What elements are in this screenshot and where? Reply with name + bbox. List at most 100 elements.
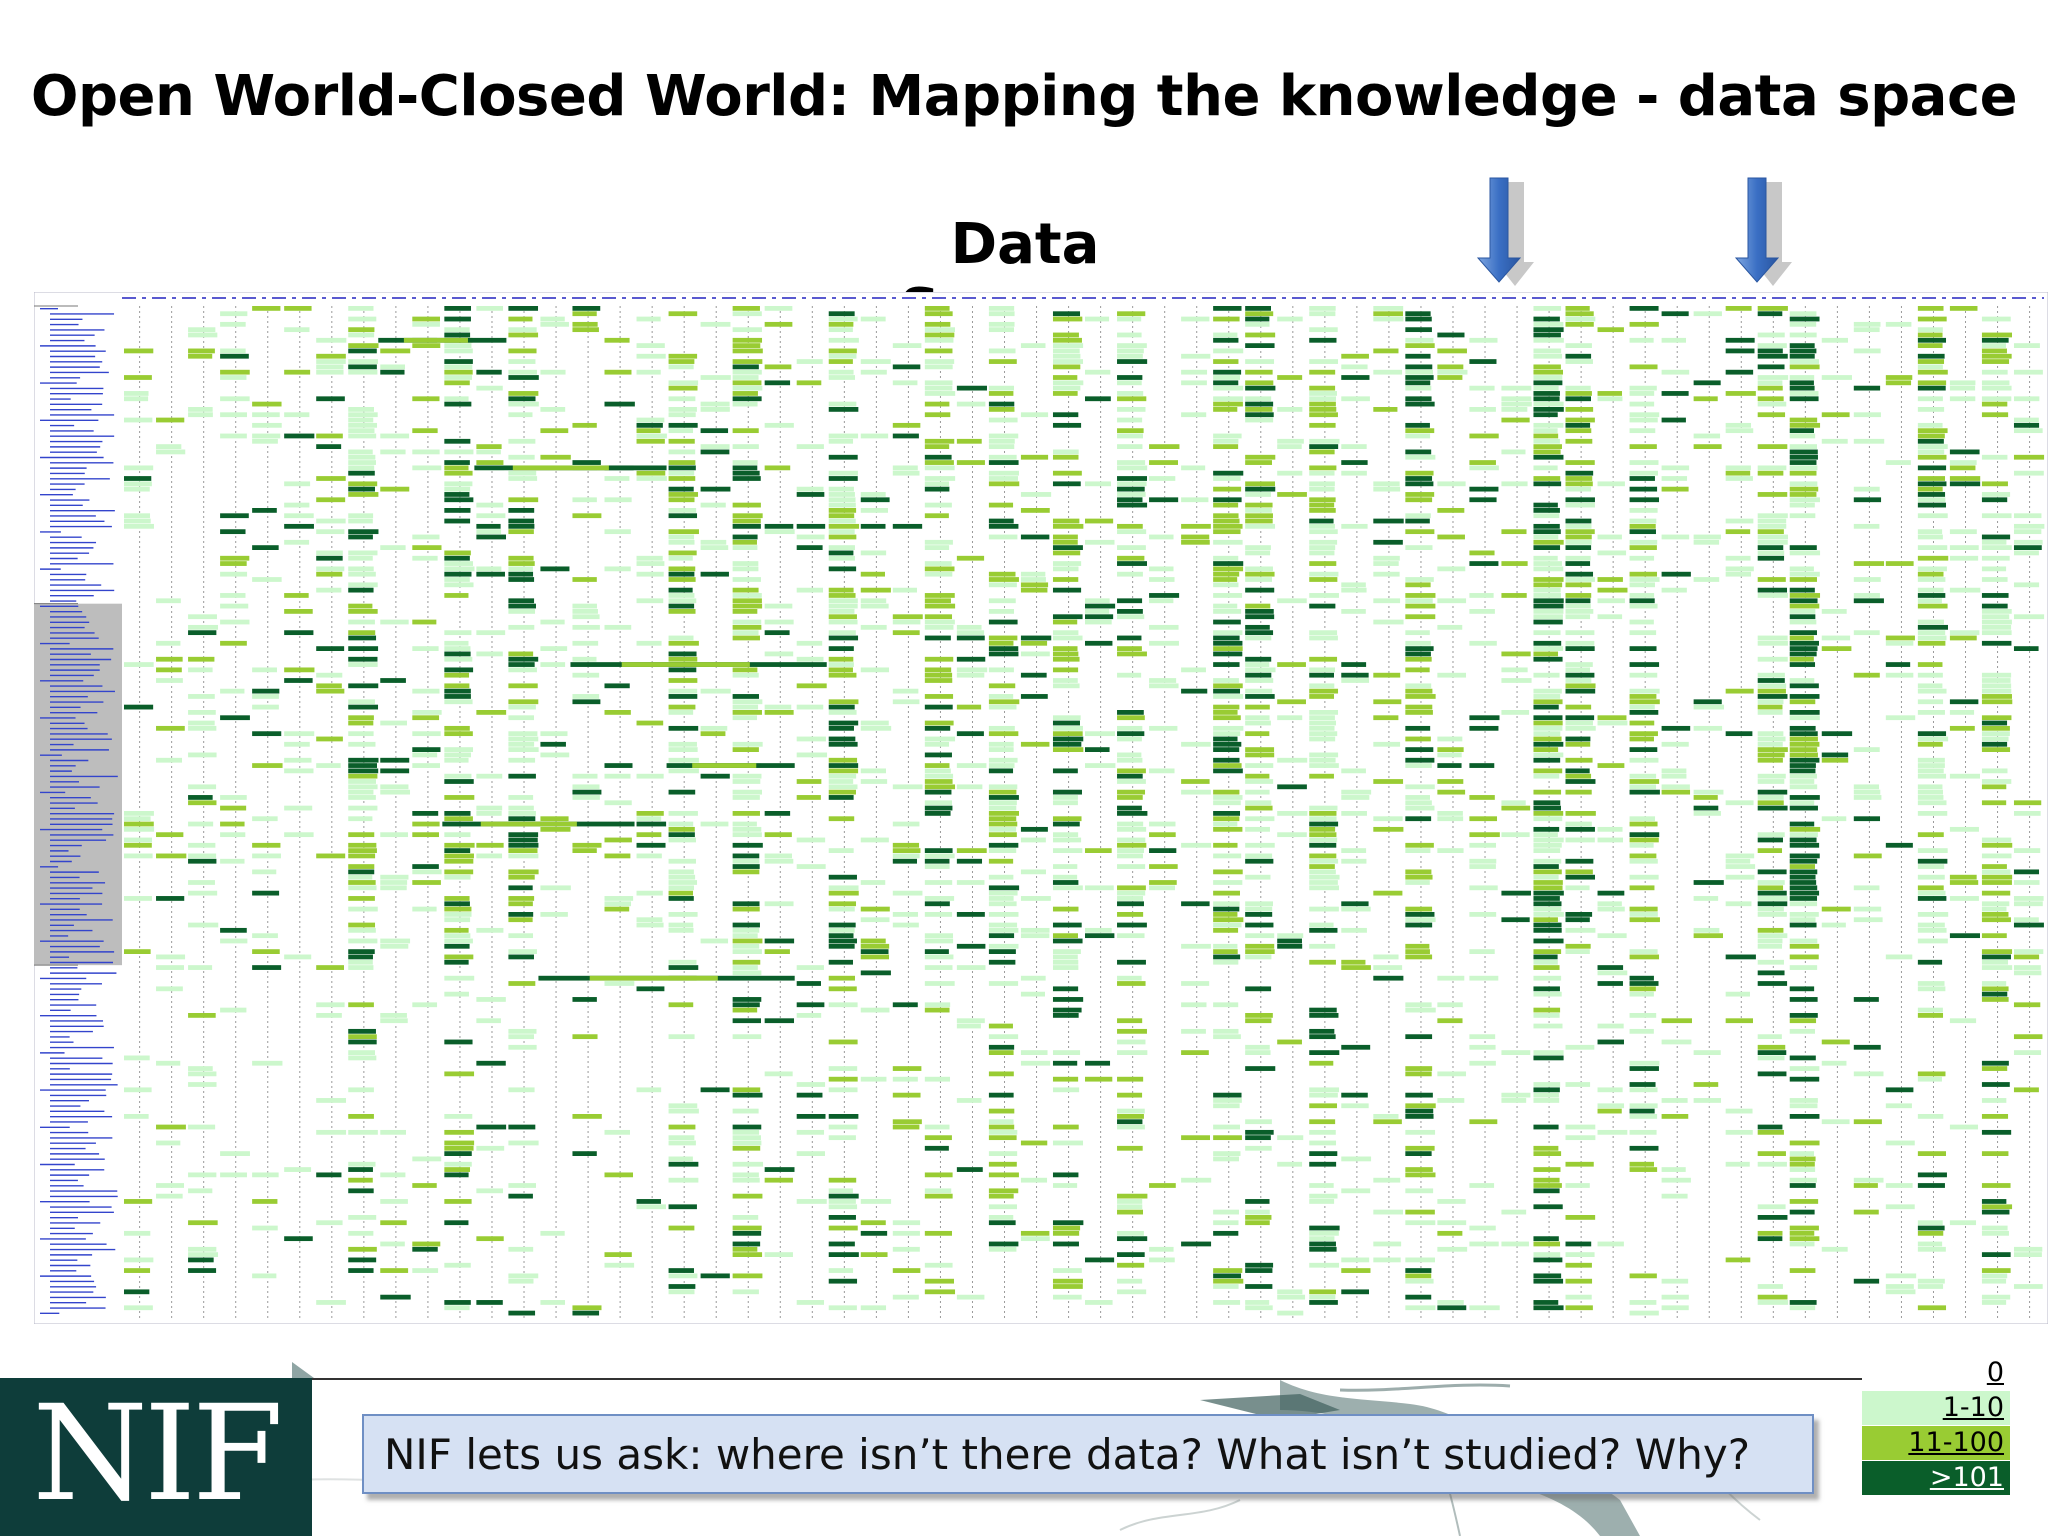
heatmap-cell bbox=[796, 837, 826, 843]
heatmap-cell bbox=[1917, 465, 1947, 471]
heatmap-cell bbox=[732, 577, 761, 582]
heatmap-cell bbox=[1789, 821, 1815, 827]
heatmap-cell bbox=[1405, 1103, 1436, 1109]
heatmap-cell bbox=[828, 433, 859, 439]
heatmap-cell bbox=[1789, 391, 1819, 396]
heatmap-cell bbox=[668, 651, 697, 657]
heatmap-cell bbox=[1533, 353, 1563, 359]
heatmap-cell bbox=[1757, 1151, 1786, 1156]
heatmap-cell bbox=[348, 369, 378, 375]
heatmap-cell bbox=[1309, 1193, 1338, 1199]
heatmap-cell bbox=[1020, 534, 1050, 540]
heatmap-cell bbox=[1821, 752, 1849, 758]
heatmap-cell bbox=[1629, 391, 1655, 396]
heatmap-cell bbox=[508, 1246, 534, 1252]
heatmap-cell bbox=[508, 757, 536, 763]
heatmap-cell bbox=[1533, 646, 1564, 651]
heatmap-cell bbox=[444, 731, 473, 737]
heatmap-cell bbox=[1533, 656, 1563, 662]
heatmap-cell bbox=[924, 539, 953, 545]
heatmap-cell bbox=[1565, 603, 1591, 609]
heatmap-cell bbox=[1917, 635, 1947, 641]
heatmap-cell bbox=[1405, 385, 1432, 391]
heatmap-cell bbox=[1917, 380, 1947, 386]
heatmap-cell bbox=[924, 465, 955, 471]
heatmap-cell bbox=[156, 598, 181, 604]
heatmap-cell bbox=[508, 497, 539, 503]
heatmap-cell bbox=[1052, 736, 1084, 742]
legend-item-11-100: 11-100 bbox=[1862, 1426, 2010, 1460]
heatmap-cell bbox=[1981, 1183, 2011, 1188]
heatmap-cell bbox=[412, 869, 442, 875]
heatmap-cell bbox=[1469, 640, 1497, 646]
heatmap-cell bbox=[1757, 800, 1784, 806]
heatmap-cell bbox=[1629, 784, 1657, 790]
heatmap-cell bbox=[1981, 1252, 2011, 1257]
heatmap-cell bbox=[1533, 375, 1563, 380]
heatmap-cell bbox=[220, 433, 247, 439]
heatmap-cell bbox=[1277, 784, 1307, 790]
heatmap-cell bbox=[1917, 858, 1948, 864]
heatmap-cell bbox=[1117, 736, 1142, 742]
heatmap-cell bbox=[1245, 662, 1270, 667]
heatmap-cell bbox=[1149, 624, 1179, 630]
heatmap-cell bbox=[1533, 1177, 1560, 1183]
heatmap-cell bbox=[764, 811, 791, 816]
heatmap-cell bbox=[1309, 577, 1338, 582]
heatmap-cell bbox=[348, 832, 375, 838]
heatmap-cell bbox=[892, 1124, 920, 1130]
heatmap-cell bbox=[1309, 1007, 1337, 1013]
heatmap-cell bbox=[1213, 438, 1239, 444]
heatmap-cell bbox=[348, 683, 379, 689]
heatmap-cell bbox=[1533, 975, 1562, 981]
heatmap-cell bbox=[1629, 853, 1657, 859]
heatmap-cell bbox=[348, 896, 375, 901]
heatmap-cell bbox=[956, 1098, 982, 1103]
heatmap-cell bbox=[1629, 710, 1659, 715]
heatmap-cell bbox=[956, 460, 985, 465]
heatmap-cell bbox=[1565, 1305, 1593, 1311]
heatmap-cell bbox=[412, 1241, 441, 1247]
heatmap-cell bbox=[1469, 561, 1499, 566]
heatmap-cell bbox=[156, 1193, 183, 1199]
heatmap-cell bbox=[572, 1151, 597, 1156]
heatmap-cell bbox=[1341, 523, 1368, 529]
heatmap-cell bbox=[508, 667, 537, 673]
heatmap-cell bbox=[1629, 444, 1657, 449]
heatmap-cell bbox=[2013, 970, 2042, 976]
heatmap-cell bbox=[444, 486, 471, 492]
heatmap-cell bbox=[1629, 773, 1657, 779]
heatmap-cell bbox=[252, 433, 281, 439]
heatmap-cell bbox=[1757, 1300, 1789, 1305]
heatmap-cell bbox=[348, 938, 378, 944]
heatmap-cell bbox=[1181, 1002, 1207, 1008]
heatmap-cell bbox=[636, 422, 663, 428]
heatmap-cell bbox=[1821, 816, 1847, 822]
heatmap-cell bbox=[2013, 1252, 2042, 1257]
heatmap-cell bbox=[1853, 816, 1881, 822]
heatmap-cell bbox=[1789, 428, 1814, 434]
heatmap-cell bbox=[1405, 1278, 1434, 1284]
heatmap-cell bbox=[1789, 460, 1817, 465]
heatmap-cell bbox=[2013, 523, 2045, 529]
heatmap-cell bbox=[348, 470, 375, 476]
heatmap-cell bbox=[476, 502, 504, 508]
heatmap-cell bbox=[1725, 518, 1754, 524]
heatmap-cell bbox=[1405, 518, 1430, 524]
heatmap-cell bbox=[1405, 1071, 1432, 1077]
heatmap-cell bbox=[1949, 476, 1981, 481]
heatmap-cell bbox=[1917, 688, 1947, 694]
heatmap-cell bbox=[1277, 492, 1307, 497]
heatmap-cell bbox=[700, 725, 728, 731]
heatmap-cell bbox=[380, 832, 409, 838]
heatmap-cell bbox=[1373, 369, 1403, 375]
heatmap-cell bbox=[1757, 912, 1787, 917]
heatmap-cell bbox=[1981, 624, 2012, 630]
heatmap-cell bbox=[220, 513, 249, 519]
heatmap-cell bbox=[444, 725, 470, 731]
heatmap-cell bbox=[1821, 1119, 1850, 1125]
heatmap-cell bbox=[1565, 555, 1591, 561]
heatmap-cell bbox=[1533, 534, 1559, 540]
heatmap-cell bbox=[1437, 348, 1467, 354]
heatmap-cell bbox=[1020, 577, 1046, 582]
